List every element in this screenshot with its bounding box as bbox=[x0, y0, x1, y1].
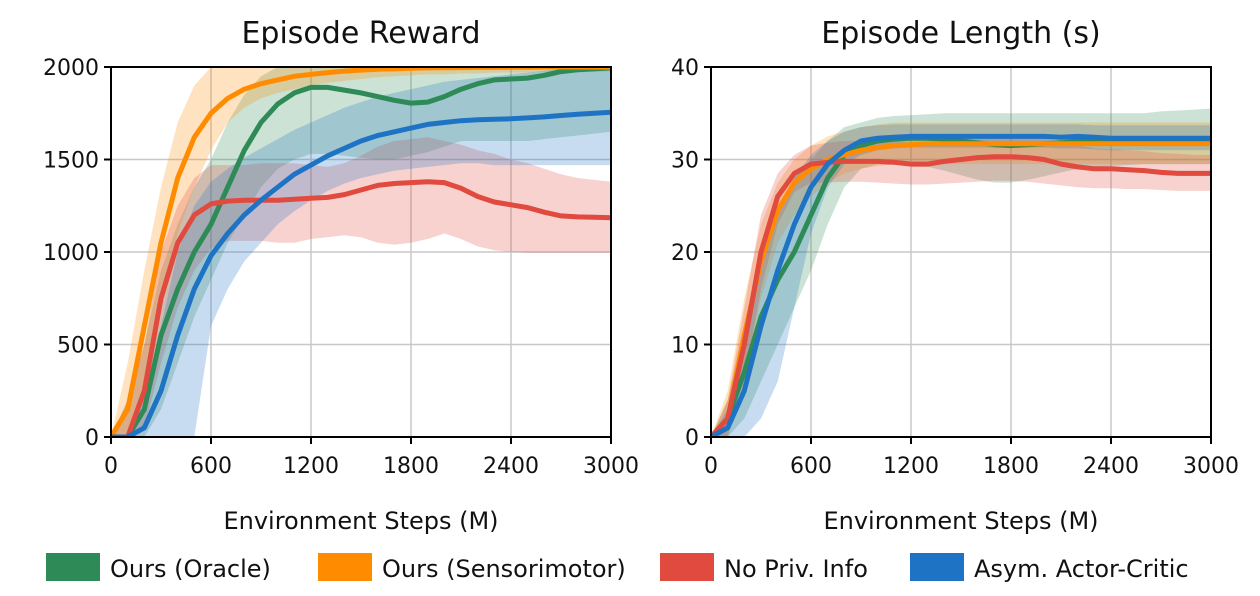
y-tick-label: 0 bbox=[685, 426, 699, 451]
line-ours-sensorimotor bbox=[711, 141, 1211, 437]
legend-swatch bbox=[46, 553, 100, 581]
legend: Ours (Oracle) Ours (Sensorimotor) No Priv.… bbox=[46, 553, 1189, 583]
legend-label: No Priv. Info bbox=[724, 555, 868, 583]
x-tick-label: 600 bbox=[790, 454, 832, 479]
legend-item-asym-actor-critic: Asym. Actor-Critic bbox=[910, 553, 1189, 583]
legend-label: Ours (Oracle) bbox=[110, 555, 271, 583]
y-tick-label: 1500 bbox=[43, 149, 99, 174]
line-asym-actor-critic bbox=[111, 109, 611, 437]
x-tick-label: 3000 bbox=[583, 454, 639, 479]
y-tick-label: 40 bbox=[671, 56, 699, 81]
x-tick-label: 3000 bbox=[1183, 454, 1239, 479]
band-no-priv-info bbox=[111, 137, 611, 437]
x-axis-label: Environment Steps (M) bbox=[223, 507, 498, 535]
chart-panel-1: 0 600 1200 1800 2400 3000 0 500 1000 1500 2000 Epis… bbox=[43, 16, 639, 535]
line-no-priv-info bbox=[711, 154, 1211, 437]
line-ours-oracle bbox=[711, 135, 1211, 437]
line-asym-actor-critic bbox=[711, 133, 1211, 437]
y-tick-label: 2000 bbox=[43, 56, 99, 81]
legend-item-no-priv-info: No Priv. Info bbox=[660, 553, 868, 583]
band-asym-actor-critic bbox=[711, 124, 1211, 437]
plot-area bbox=[111, 67, 611, 437]
legend-swatch bbox=[910, 553, 964, 581]
x-tick-label: 1800 bbox=[383, 454, 439, 479]
x-tick-label: 1800 bbox=[983, 454, 1039, 479]
legend-swatch bbox=[318, 553, 372, 581]
x-tick-label: 1200 bbox=[883, 454, 939, 479]
x-tick-label: 0 bbox=[104, 454, 118, 479]
chart-title: Episode Reward bbox=[241, 16, 480, 51]
band-no-priv-info bbox=[711, 135, 1211, 437]
legend-swatch bbox=[660, 553, 714, 581]
legend-item-ours-oracle: Ours (Oracle) bbox=[46, 553, 271, 583]
y-tick-label: 1000 bbox=[43, 241, 99, 266]
chart-title: Episode Length (s) bbox=[821, 16, 1100, 51]
chart-panel-2: 0 600 1200 1800 2400 3000 0 10 20 30 40 Episode Len… bbox=[671, 16, 1239, 535]
x-axis-label: Environment Steps (M) bbox=[823, 507, 1098, 535]
y-tick-label: 20 bbox=[671, 241, 699, 266]
x-tick-label: 2400 bbox=[1083, 454, 1139, 479]
line-ours-oracle bbox=[111, 67, 611, 437]
y-tick-label: 500 bbox=[57, 334, 99, 359]
legend-label: Asym. Actor-Critic bbox=[974, 555, 1189, 583]
band-ours-oracle bbox=[111, 67, 611, 437]
y-tick-label: 0 bbox=[85, 426, 99, 451]
band-ours-oracle bbox=[711, 108, 1211, 437]
band-asym-actor-critic bbox=[111, 67, 611, 437]
band-ours-sensorimotor bbox=[711, 122, 1211, 437]
y-tick-label: 10 bbox=[671, 334, 699, 359]
legend-item-ours-sensorimotor: Ours (Sensorimotor) bbox=[318, 553, 626, 583]
legend-label: Ours (Sensorimotor) bbox=[382, 555, 626, 583]
x-tick-label: 600 bbox=[190, 454, 232, 479]
x-tick-label: 0 bbox=[704, 454, 718, 479]
line-no-priv-info bbox=[111, 179, 611, 437]
plot-area bbox=[711, 108, 1211, 437]
y-tick-label: 30 bbox=[671, 149, 699, 174]
x-tick-label: 1200 bbox=[283, 454, 339, 479]
x-tick-label: 2400 bbox=[483, 454, 539, 479]
